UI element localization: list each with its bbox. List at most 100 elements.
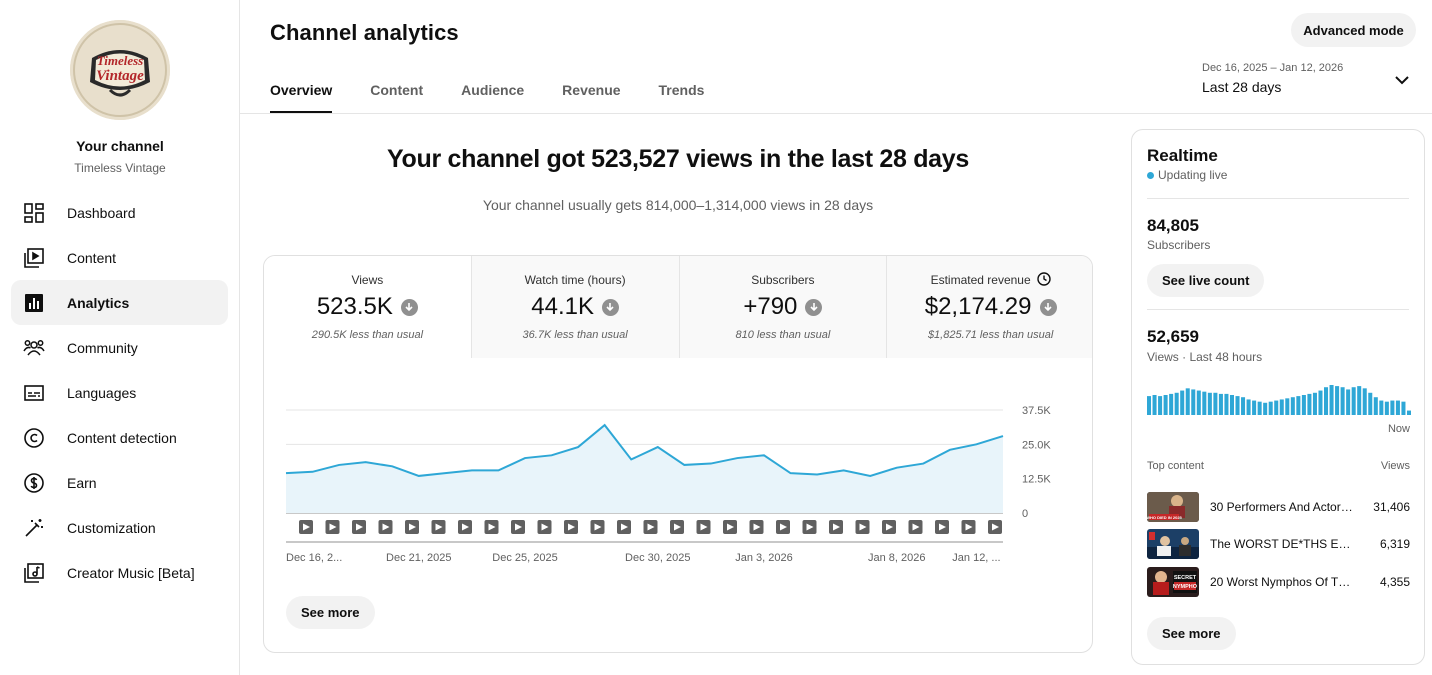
see-more-button[interactable]: See more bbox=[1147, 617, 1236, 650]
realtime-bar[interactable] bbox=[1147, 396, 1152, 415]
sidebar-item-community[interactable]: Community bbox=[11, 325, 228, 370]
y-tick-label: 37.5K bbox=[1022, 405, 1051, 417]
realtime-bar[interactable] bbox=[1301, 395, 1306, 415]
metric-watch-time[interactable]: Watch time (hours) 44.1K 36.7K less than… bbox=[470, 256, 679, 358]
realtime-bar[interactable] bbox=[1318, 390, 1323, 415]
realtime-bar[interactable] bbox=[1406, 410, 1411, 415]
realtime-bar[interactable] bbox=[1241, 397, 1246, 415]
realtime-bar[interactable] bbox=[1268, 401, 1273, 415]
realtime-bar[interactable] bbox=[1158, 396, 1163, 415]
realtime-bar[interactable] bbox=[1235, 396, 1240, 415]
realtime-bar[interactable] bbox=[1357, 386, 1362, 415]
realtime-bar[interactable] bbox=[1362, 388, 1367, 415]
advanced-mode-button[interactable]: Advanced mode bbox=[1291, 13, 1416, 47]
realtime-bar[interactable] bbox=[1191, 389, 1196, 415]
realtime-bar[interactable] bbox=[1296, 396, 1301, 415]
realtime-bar[interactable] bbox=[1368, 392, 1373, 415]
realtime-bar[interactable] bbox=[1329, 385, 1334, 415]
realtime-bar[interactable] bbox=[1163, 395, 1168, 415]
see-more-button[interactable]: See more bbox=[286, 596, 375, 629]
sidebar-item-languages[interactable]: Languages bbox=[11, 370, 228, 415]
realtime-bar[interactable] bbox=[1307, 393, 1312, 415]
video-views: 6,319 bbox=[1379, 537, 1410, 551]
realtime-bar[interactable] bbox=[1351, 387, 1356, 415]
realtime-bar[interactable] bbox=[1196, 390, 1201, 415]
tab-revenue[interactable]: Revenue bbox=[562, 82, 621, 98]
realtime-bar[interactable] bbox=[1152, 395, 1157, 415]
tab-content[interactable]: Content bbox=[370, 82, 424, 98]
sidebar-item-content-detection[interactable]: Content detection bbox=[11, 415, 228, 460]
realtime-bar[interactable] bbox=[1246, 399, 1251, 415]
realtime-bar[interactable] bbox=[1257, 401, 1262, 415]
views-headline: Your channel got 523,527 views in the la… bbox=[387, 145, 969, 173]
channel-avatar[interactable]: Timeless Vintage bbox=[70, 20, 170, 120]
realtime-bar[interactable] bbox=[1324, 387, 1329, 415]
realtime-bar[interactable] bbox=[1180, 390, 1185, 415]
realtime-bar[interactable] bbox=[1169, 393, 1174, 415]
date-range[interactable]: Dec 16, 2025 – Jan 12, 2026 bbox=[1202, 62, 1344, 74]
top-content-item[interactable]: The WORST DE*THS Ever Recorded 6,319 bbox=[1147, 529, 1410, 559]
realtime-bar[interactable] bbox=[1279, 399, 1284, 415]
metric-label: Views bbox=[351, 273, 384, 287]
realtime-bar[interactable] bbox=[1185, 388, 1190, 415]
realtime-title: Realtime bbox=[1147, 146, 1218, 165]
play-icon bbox=[780, 523, 787, 531]
sidebar-item-earn[interactable]: Earn bbox=[11, 460, 228, 505]
realtime-bar[interactable] bbox=[1340, 387, 1345, 415]
realtime-views-label: Views · Last 48 hours bbox=[1147, 350, 1263, 364]
sidebar-item-label: Languages bbox=[67, 384, 137, 401]
play-icon bbox=[647, 523, 655, 531]
sidebar-item-label: Creator Music [Beta] bbox=[67, 564, 195, 581]
realtime-bar[interactable] bbox=[1379, 400, 1384, 415]
tab-overview[interactable]: Overview bbox=[270, 70, 333, 114]
tab-audience[interactable]: Audience bbox=[461, 82, 525, 98]
metric-subscribers[interactable]: Subscribers +790 810 less than usual bbox=[678, 256, 887, 358]
now-label: Now bbox=[1387, 423, 1410, 435]
realtime-bar[interactable] bbox=[1207, 392, 1212, 415]
realtime-bar[interactable] bbox=[1346, 389, 1351, 415]
top-content-item[interactable]: WHO DIED IN 2025 30 Performers And Actor… bbox=[1147, 492, 1410, 522]
date-preset[interactable]: Last 28 days bbox=[1202, 79, 1282, 95]
metric-tabs: Views 523.5K 290.5K less than usual Watc… bbox=[264, 256, 1092, 358]
realtime-subscribers-label: Subscribers bbox=[1147, 238, 1211, 252]
play-icon bbox=[859, 523, 867, 531]
top-content-item[interactable]: SECRET NYMPHO 20 Worst Nymphos Of The Gol… bbox=[1147, 567, 1410, 597]
realtime-bar[interactable] bbox=[1218, 393, 1223, 415]
analytics-tabs: Overview Content Audience Revenue Trends bbox=[270, 70, 742, 114]
realtime-bar[interactable] bbox=[1373, 397, 1378, 415]
x-tick-label: Jan 3, 2026 bbox=[735, 552, 793, 564]
sidebar-item-customization[interactable]: Customization bbox=[11, 505, 228, 550]
realtime-bar[interactable] bbox=[1335, 386, 1340, 415]
metric-note: 290.5K less than usual bbox=[311, 329, 424, 341]
realtime-bar[interactable] bbox=[1384, 401, 1389, 415]
realtime-bar[interactable] bbox=[1390, 400, 1395, 415]
tab-trends[interactable]: Trends bbox=[658, 82, 705, 98]
svg-text:Vintage: Vintage bbox=[96, 68, 144, 84]
sidebar-item-analytics[interactable]: Analytics bbox=[11, 280, 228, 325]
realtime-bar[interactable] bbox=[1285, 398, 1290, 415]
realtime-bar[interactable] bbox=[1252, 400, 1257, 415]
realtime-bar[interactable] bbox=[1224, 393, 1229, 415]
dashboard-icon bbox=[23, 202, 45, 224]
sidebar-item-content[interactable]: Content bbox=[11, 235, 228, 280]
metric-estimated-revenue[interactable]: Estimated revenue $2,174.29 $1,825.71 le… bbox=[886, 256, 1092, 358]
realtime-bar[interactable] bbox=[1263, 402, 1268, 415]
see-live-count-button[interactable]: See live count bbox=[1147, 264, 1265, 297]
realtime-bar[interactable] bbox=[1401, 401, 1406, 415]
realtime-bar[interactable] bbox=[1312, 392, 1317, 415]
realtime-bar[interactable] bbox=[1274, 400, 1279, 415]
play-icon bbox=[912, 523, 920, 531]
realtime-bar[interactable] bbox=[1395, 400, 1400, 415]
realtime-bar[interactable] bbox=[1202, 391, 1207, 415]
play-icon bbox=[541, 523, 549, 531]
chevron-down-icon[interactable] bbox=[1392, 70, 1412, 90]
realtime-bar[interactable] bbox=[1290, 397, 1295, 415]
realtime-bar[interactable] bbox=[1229, 395, 1234, 415]
metric-value: 523.5K bbox=[316, 293, 393, 320]
video-title: 20 Worst Nymphos Of The Golden Age bbox=[1210, 575, 1355, 589]
realtime-bar[interactable] bbox=[1213, 392, 1218, 415]
sidebar-item-creator-music[interactable]: Creator Music [Beta] bbox=[11, 550, 228, 595]
realtime-bar[interactable] bbox=[1174, 392, 1179, 415]
metric-views[interactable]: Views 523.5K 290.5K less than usual bbox=[264, 256, 471, 358]
sidebar-item-dashboard[interactable]: Dashboard bbox=[11, 190, 228, 235]
